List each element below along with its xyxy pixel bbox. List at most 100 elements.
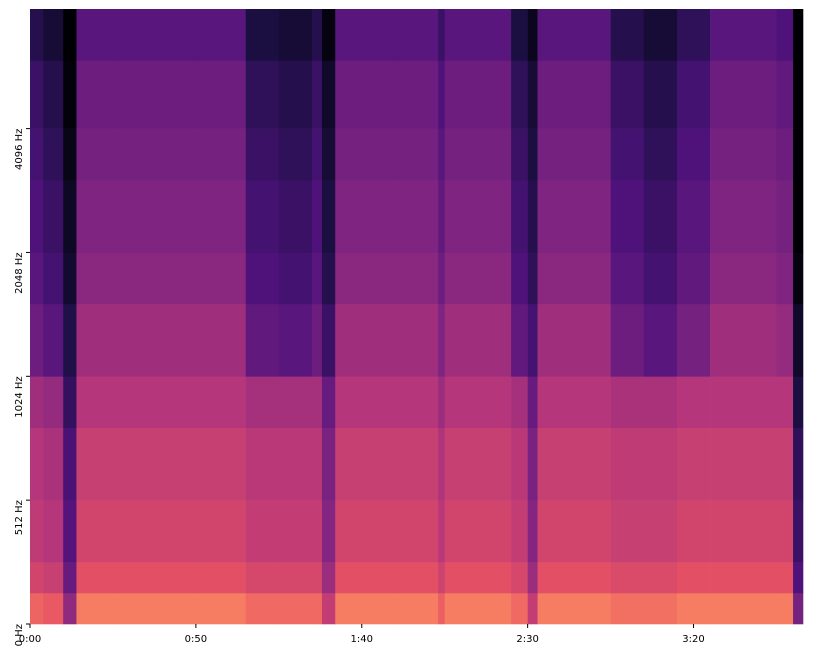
x-tick-label: 2:30 bbox=[516, 634, 538, 645]
spectrogram-cell bbox=[537, 60, 611, 129]
y-tick-label: 4096 Hz bbox=[14, 129, 25, 170]
spectrogram-cell bbox=[511, 180, 528, 253]
spectrogram-cell bbox=[245, 593, 280, 625]
spectrogram-cell bbox=[30, 128, 44, 181]
spectrogram-cell bbox=[76, 252, 114, 305]
spectrogram-cell bbox=[537, 427, 611, 501]
spectrogram-cell bbox=[278, 128, 313, 181]
spectrogram-cell bbox=[610, 9, 645, 61]
spectrogram-cell bbox=[511, 60, 528, 129]
spectrogram-cell bbox=[776, 303, 794, 377]
spectrogram-cell bbox=[76, 500, 114, 563]
spectrogram-cell bbox=[527, 9, 538, 61]
spectrogram-cell bbox=[643, 128, 678, 181]
spectrogram-cell bbox=[610, 376, 645, 429]
spectrogram-cell bbox=[43, 303, 64, 377]
spectrogram-cell bbox=[527, 376, 538, 429]
y-tick-label: 0 Hz bbox=[14, 624, 25, 646]
spectrogram-cell bbox=[43, 593, 64, 625]
spectrogram-cell bbox=[527, 303, 538, 377]
spectrogram-cell bbox=[63, 303, 77, 377]
spectrogram-cell bbox=[676, 60, 711, 129]
spectrogram-cell bbox=[245, 427, 280, 501]
spectrogram-cell bbox=[527, 562, 538, 594]
spectrogram-cell bbox=[537, 376, 611, 429]
spectrogram-cell bbox=[793, 128, 804, 181]
spectrogram-cell bbox=[444, 60, 512, 129]
spectrogram-cell bbox=[511, 500, 528, 563]
spectrogram-cell bbox=[278, 252, 313, 305]
spectrogram-cell bbox=[63, 593, 77, 625]
spectrogram-cell bbox=[511, 252, 528, 305]
spectrogram-cell bbox=[76, 562, 114, 594]
spectrogram-cell bbox=[30, 427, 44, 501]
spectrogram-cell bbox=[610, 427, 645, 501]
spectrogram-cell bbox=[335, 500, 396, 563]
spectrogram-cell bbox=[793, 562, 804, 594]
spectrogram-cell bbox=[710, 562, 777, 594]
spectrogram-cell bbox=[112, 376, 197, 429]
spectrogram-cell bbox=[527, 60, 538, 129]
spectrogram-cell bbox=[643, 9, 678, 61]
spectrogram-cell bbox=[335, 303, 396, 377]
spectrogram-cell bbox=[537, 303, 611, 377]
spectrogram-cell bbox=[195, 500, 246, 563]
spectrogram-cell bbox=[112, 593, 197, 625]
spectrogram-cell bbox=[278, 303, 313, 377]
spectrogram-cell bbox=[438, 303, 445, 377]
y-tick-label: 1024 Hz bbox=[14, 376, 25, 417]
spectrogram-cell bbox=[63, 427, 77, 501]
spectrogram-cell bbox=[537, 562, 611, 594]
spectrogram-cell bbox=[278, 9, 313, 61]
spectrogram-cell bbox=[30, 252, 44, 305]
spectrogram-cell bbox=[793, 60, 804, 129]
spectrogram-cell bbox=[676, 376, 711, 429]
spectrogram-cell bbox=[43, 376, 64, 429]
spectrogram-cell bbox=[311, 252, 323, 305]
spectrogram-cell bbox=[321, 128, 336, 181]
spectrogram-cell bbox=[278, 500, 313, 563]
spectrogram-cell bbox=[321, 252, 336, 305]
spectrogram-cell bbox=[394, 562, 439, 594]
spectrogram-cell bbox=[776, 376, 794, 429]
spectrogram-cell bbox=[643, 562, 678, 594]
spectrogram-cell bbox=[710, 252, 777, 305]
spectrogram-cell bbox=[537, 128, 611, 181]
spectrogram-cell bbox=[321, 9, 336, 61]
spectrogram-cell bbox=[112, 9, 197, 61]
spectrogram-cell bbox=[610, 252, 645, 305]
spectrogram-cell bbox=[321, 562, 336, 594]
spectrogram-cell bbox=[335, 562, 396, 594]
spectrogram-cell bbox=[335, 180, 396, 253]
spectrogram-cell bbox=[643, 376, 678, 429]
spectrogram-cell bbox=[112, 128, 197, 181]
spectrogram-cell bbox=[710, 9, 777, 61]
spectrogram-cell bbox=[278, 593, 313, 625]
spectrogram-cell bbox=[63, 562, 77, 594]
spectrogram-cell bbox=[278, 376, 313, 429]
spectrogram-cell bbox=[394, 9, 439, 61]
spectrogram-cell bbox=[195, 60, 246, 129]
spectrogram-cell bbox=[793, 180, 804, 253]
spectrogram-cell bbox=[444, 303, 512, 377]
spectrogram-cell bbox=[112, 303, 197, 377]
spectrogram-cell bbox=[30, 500, 44, 563]
spectrogram-cell bbox=[394, 427, 439, 501]
spectrogram-cell bbox=[676, 427, 711, 501]
spectrogram-cell bbox=[76, 593, 114, 625]
spectrogram-cell bbox=[511, 427, 528, 501]
spectrogram-cell bbox=[676, 562, 711, 594]
x-tick-label: 0:50 bbox=[185, 634, 207, 645]
spectrogram-cell bbox=[112, 180, 197, 253]
x-tick-label: 0:00 bbox=[19, 634, 41, 645]
spectrogram-cell bbox=[278, 427, 313, 501]
spectrogram-cell bbox=[245, 128, 280, 181]
spectrogram-cell bbox=[335, 9, 396, 61]
spectrogram-cell bbox=[511, 303, 528, 377]
spectrogram-cell bbox=[776, 180, 794, 253]
spectrogram-cell bbox=[643, 252, 678, 305]
spectrogram-cell bbox=[444, 252, 512, 305]
spectrogram-cell bbox=[311, 376, 323, 429]
spectrogram-cell bbox=[321, 427, 336, 501]
spectrogram-cell bbox=[63, 9, 77, 61]
